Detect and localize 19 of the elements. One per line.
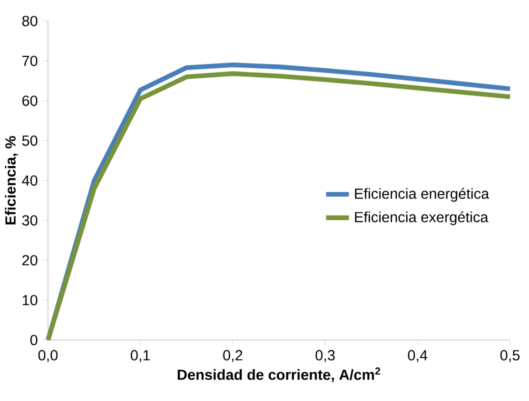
- x-axis-title: Densidad de corriente, A/cm$^{2}$: [178, 367, 380, 382]
- y-tick-label: 50: [22, 135, 38, 146]
- y-tick-label: 70: [22, 56, 38, 66]
- legend-label: Eficiencia exergética: [355, 211, 488, 226]
- y-tick-label: 0: [30, 334, 38, 346]
- y-tick-label: 10: [22, 294, 38, 306]
- y-tick-label: 30: [22, 215, 38, 226]
- y-tick-label: 80: [22, 16, 38, 26]
- x-tick-label: 0,3: [316, 350, 335, 362]
- y-tick-label: 40: [22, 175, 38, 186]
- x-tick-label: 0,0: [38, 350, 58, 362]
- x-tick-label: 0,2: [223, 350, 242, 362]
- legend-label: Eficiencia energética: [355, 188, 490, 202]
- y-axis-title: Eficiencia, %: [4, 136, 18, 224]
- x-tick-label: 0,1: [130, 350, 150, 362]
- y-tick-label: 60: [22, 96, 38, 106]
- y-tick-label: 20: [22, 255, 38, 266]
- x-tick-label: 0,4: [408, 350, 428, 362]
- x-tick-label: 0,5: [500, 350, 520, 362]
